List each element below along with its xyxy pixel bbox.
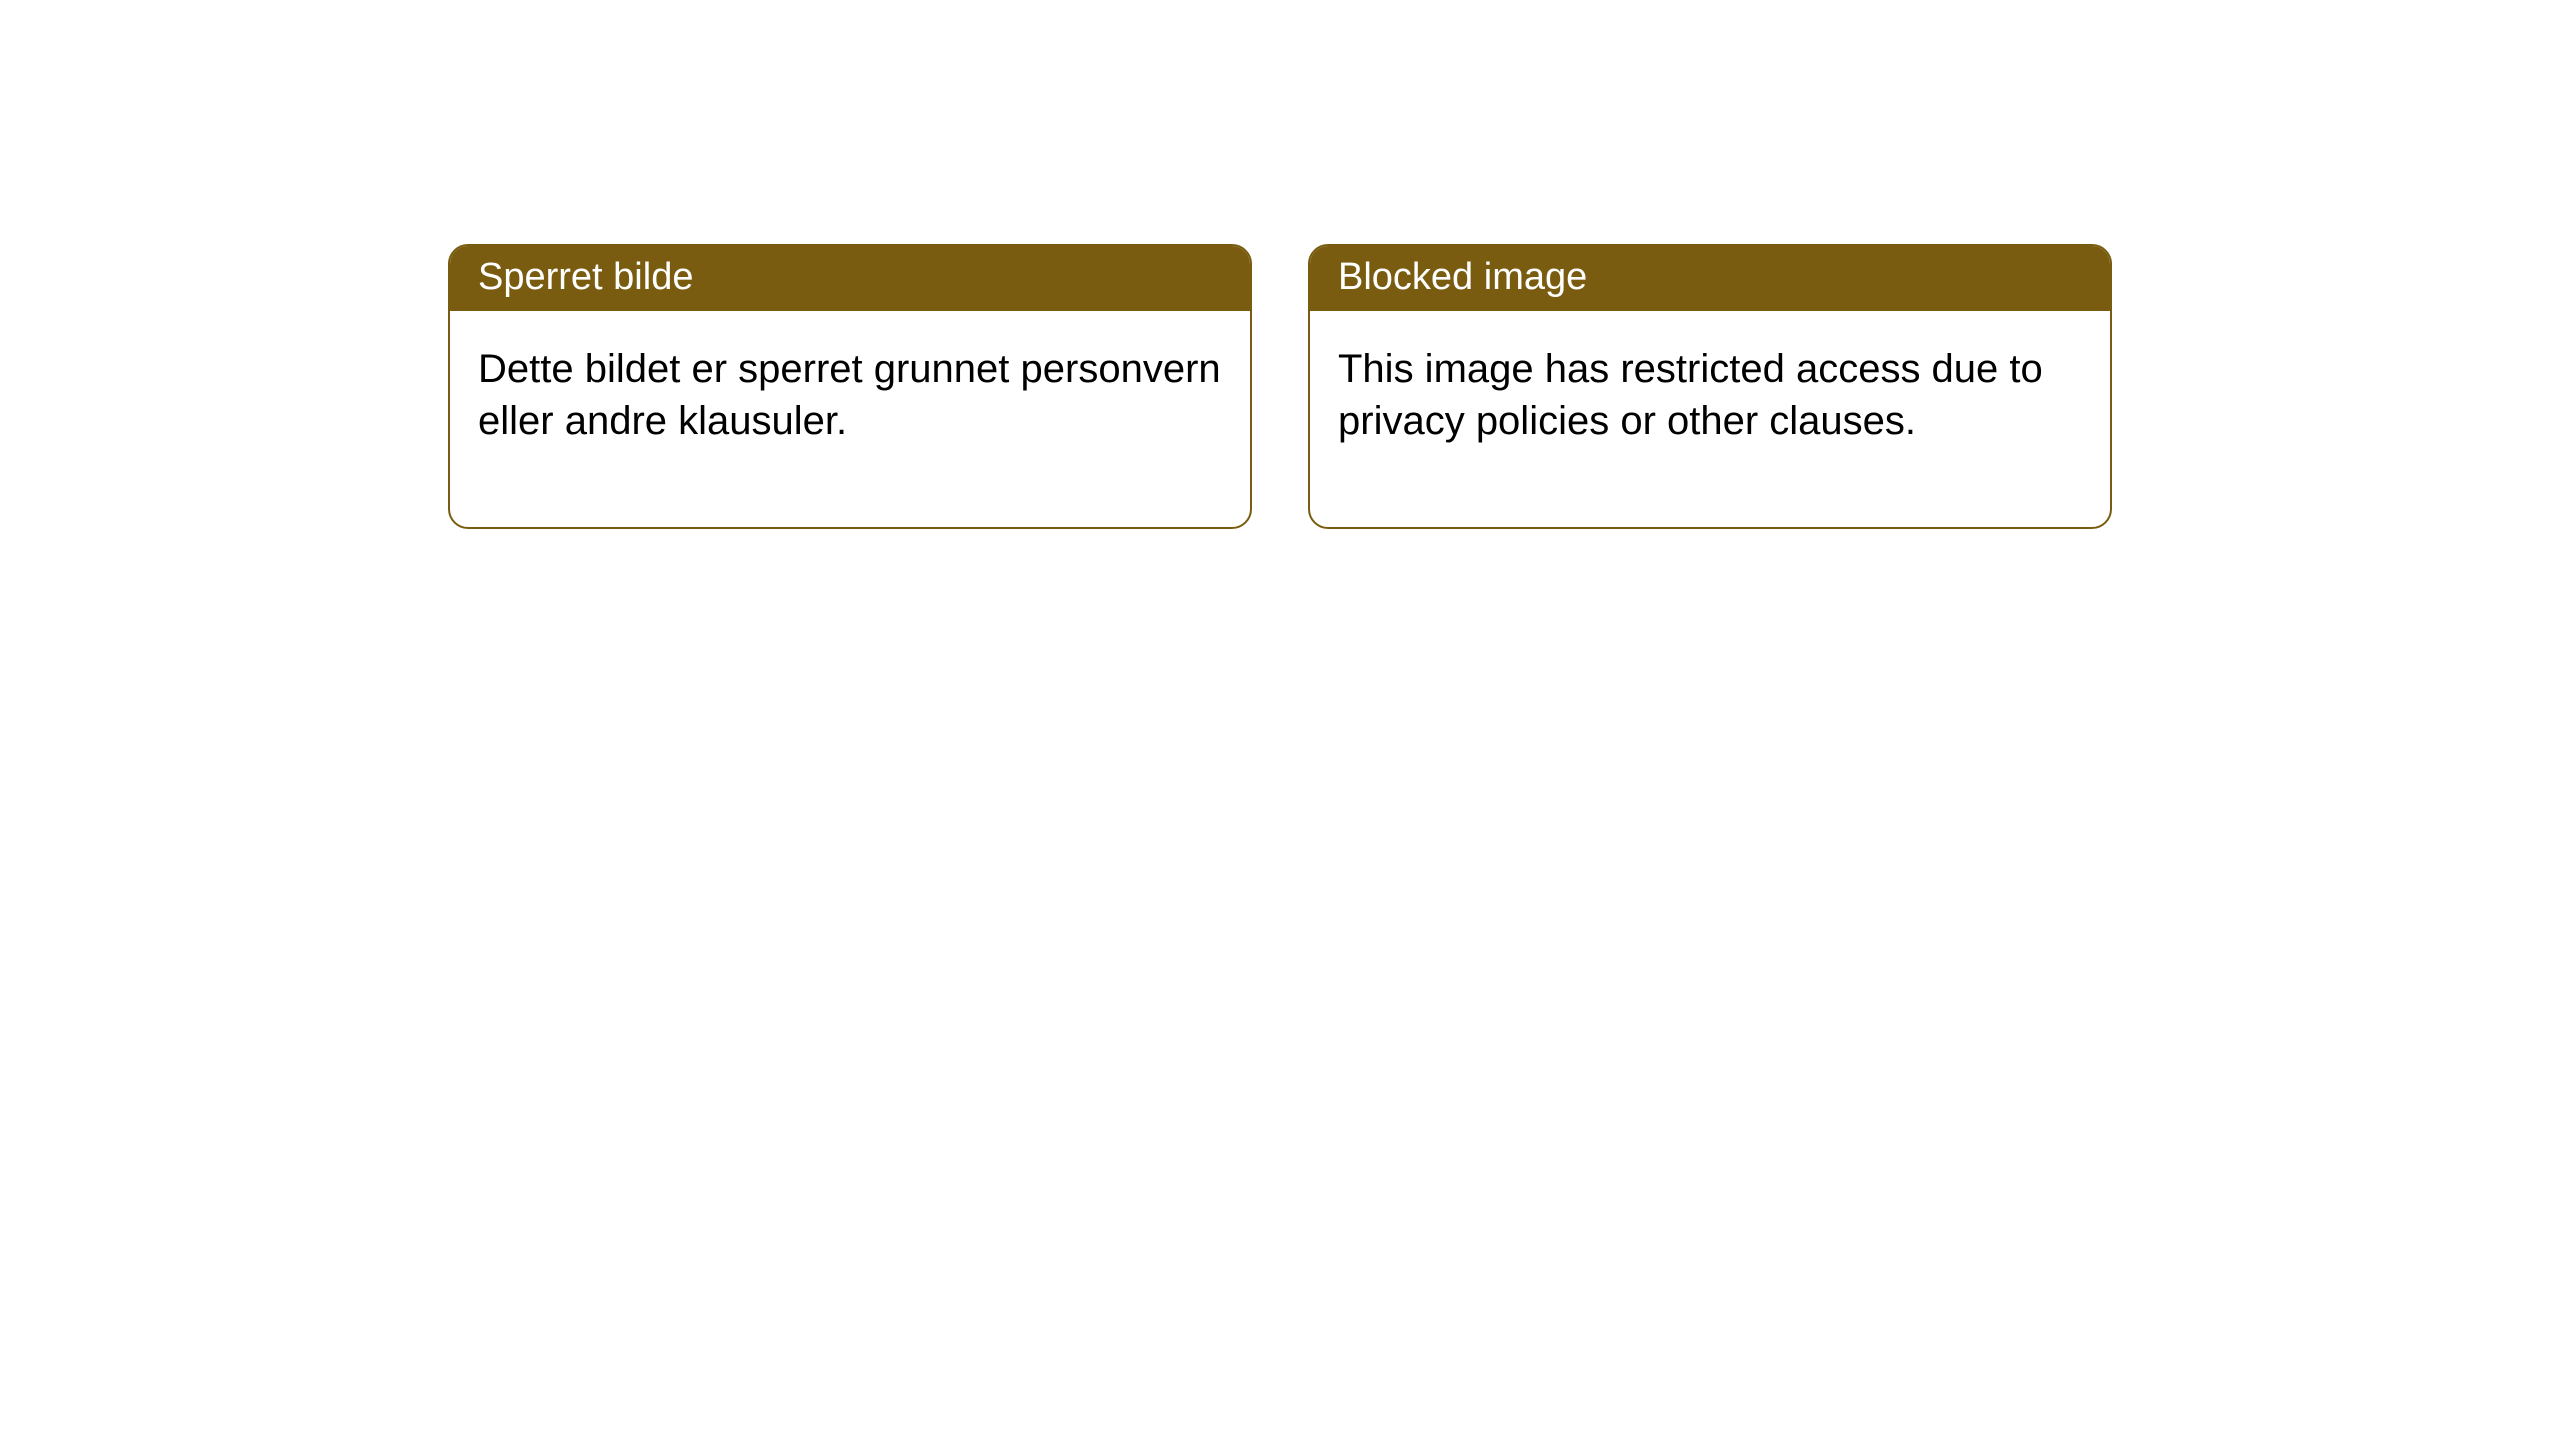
notice-header-no: Sperret bilde [450, 246, 1250, 311]
notice-card-en: Blocked image This image has restricted … [1308, 244, 2112, 529]
notice-container: Sperret bilde Dette bildet er sperret gr… [0, 0, 2560, 529]
notice-body-en: This image has restricted access due to … [1310, 311, 2110, 527]
notice-card-no: Sperret bilde Dette bildet er sperret gr… [448, 244, 1252, 529]
notice-body-no: Dette bildet er sperret grunnet personve… [450, 311, 1250, 527]
notice-header-en: Blocked image [1310, 246, 2110, 311]
